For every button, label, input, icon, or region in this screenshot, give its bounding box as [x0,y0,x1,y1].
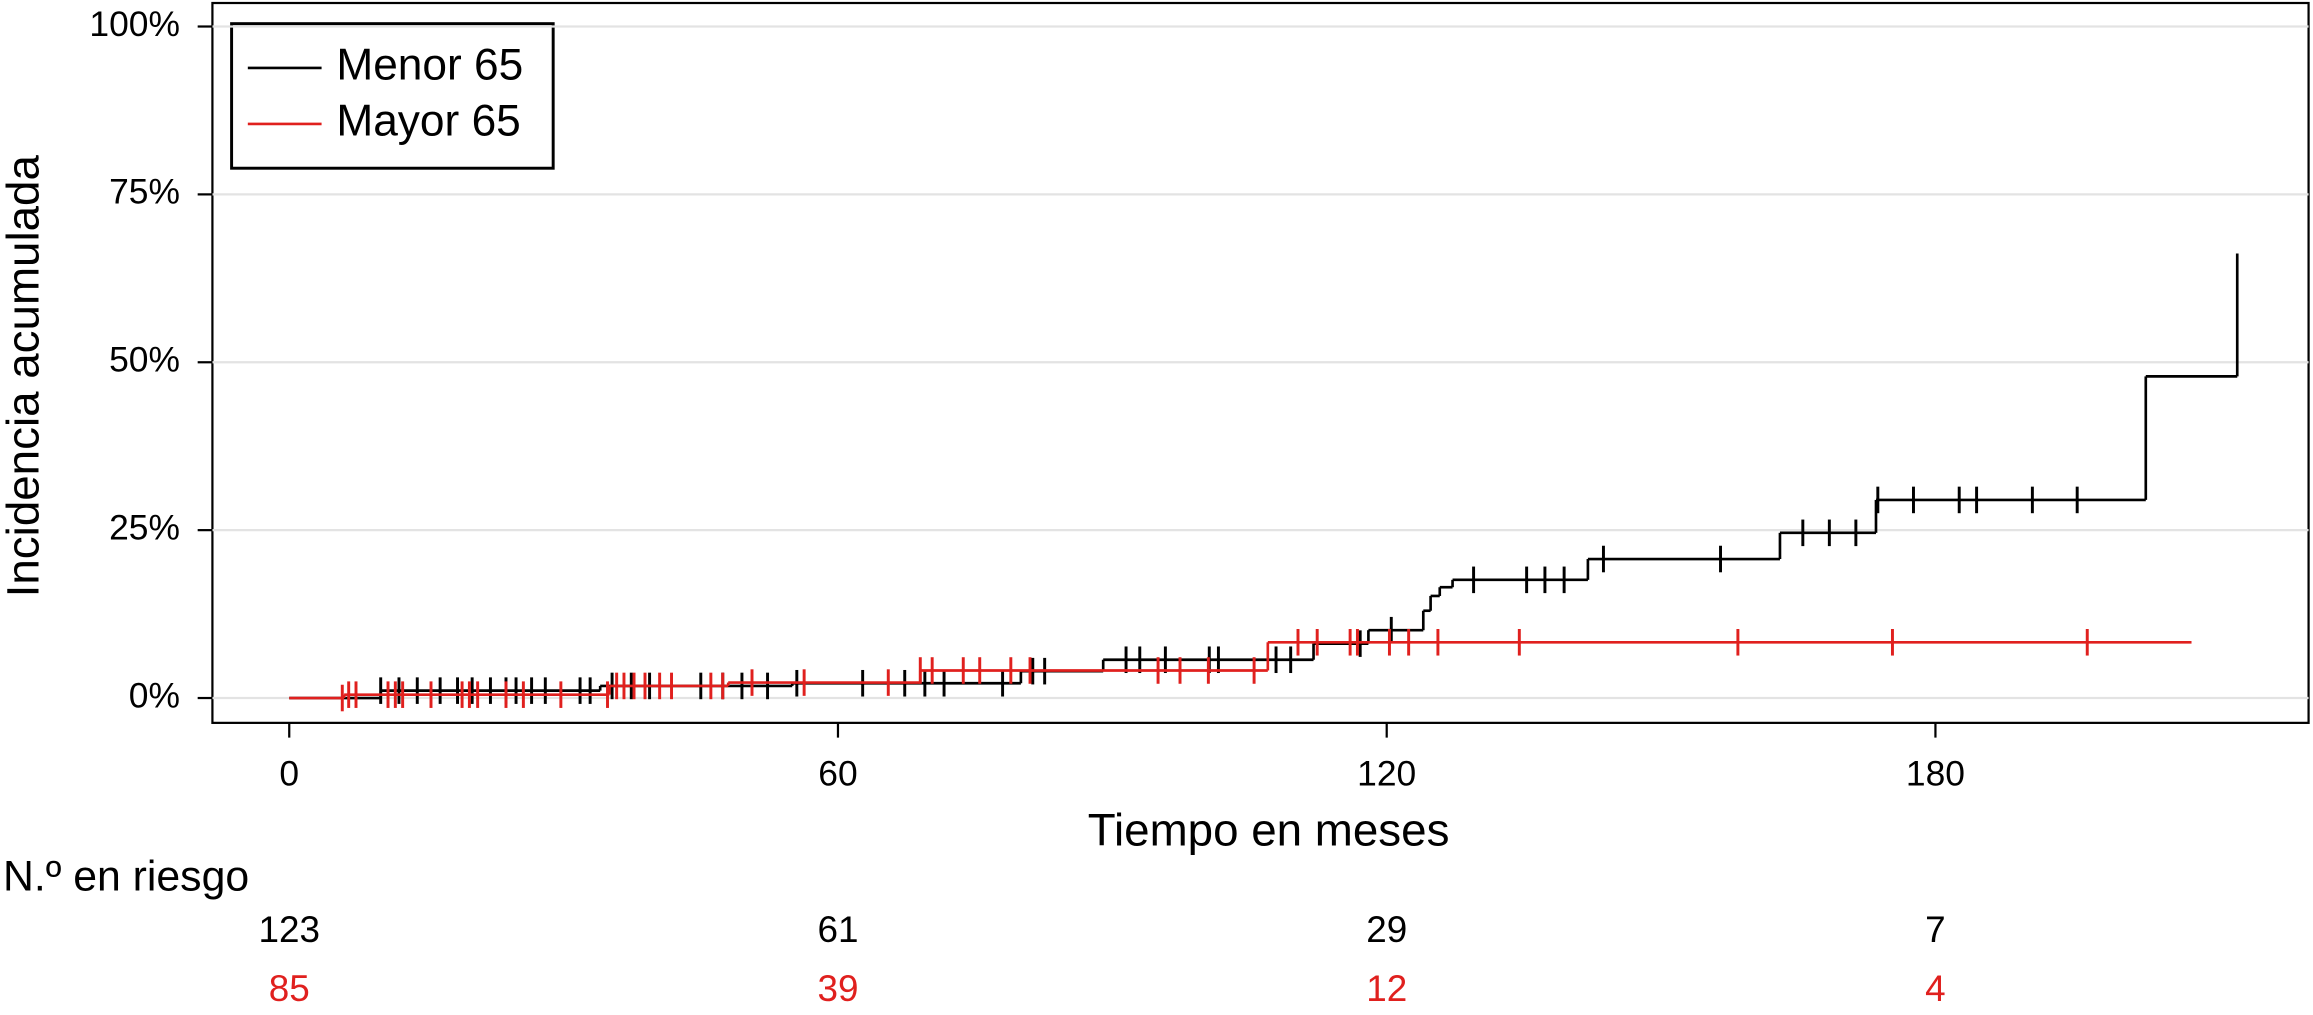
risk-count: 4 [1925,968,1946,1009]
risk-count: 12 [1366,968,1407,1009]
y-axis-title: Incidencia acumulada [0,155,49,598]
risk-count: 29 [1366,909,1407,950]
x-axis-title: Tiempo en meses [1088,805,1450,856]
risk-count: 123 [258,909,320,950]
x-tick-label: 0 [279,753,299,793]
x-tick-label: 120 [1357,753,1416,793]
legend-box [230,22,555,170]
risk-count: 85 [269,968,310,1009]
x-tick-label: 180 [1906,753,1965,793]
y-tick-label: 75% [109,172,180,212]
risk-count: 39 [817,968,858,1009]
risk-count: 61 [817,909,858,950]
legend-label: Mayor 65 [336,97,520,146]
y-tick-label: 100% [89,4,180,44]
y-tick-label: 0% [129,675,180,715]
y-tick-label: 25% [109,507,180,547]
risk-count: 7 [1925,909,1946,950]
risk-table-title: N.º en riesgo [3,853,249,901]
x-tick-label: 60 [818,753,857,793]
y-tick-label: 50% [109,340,180,380]
legend-label: Menor 65 [336,41,523,90]
